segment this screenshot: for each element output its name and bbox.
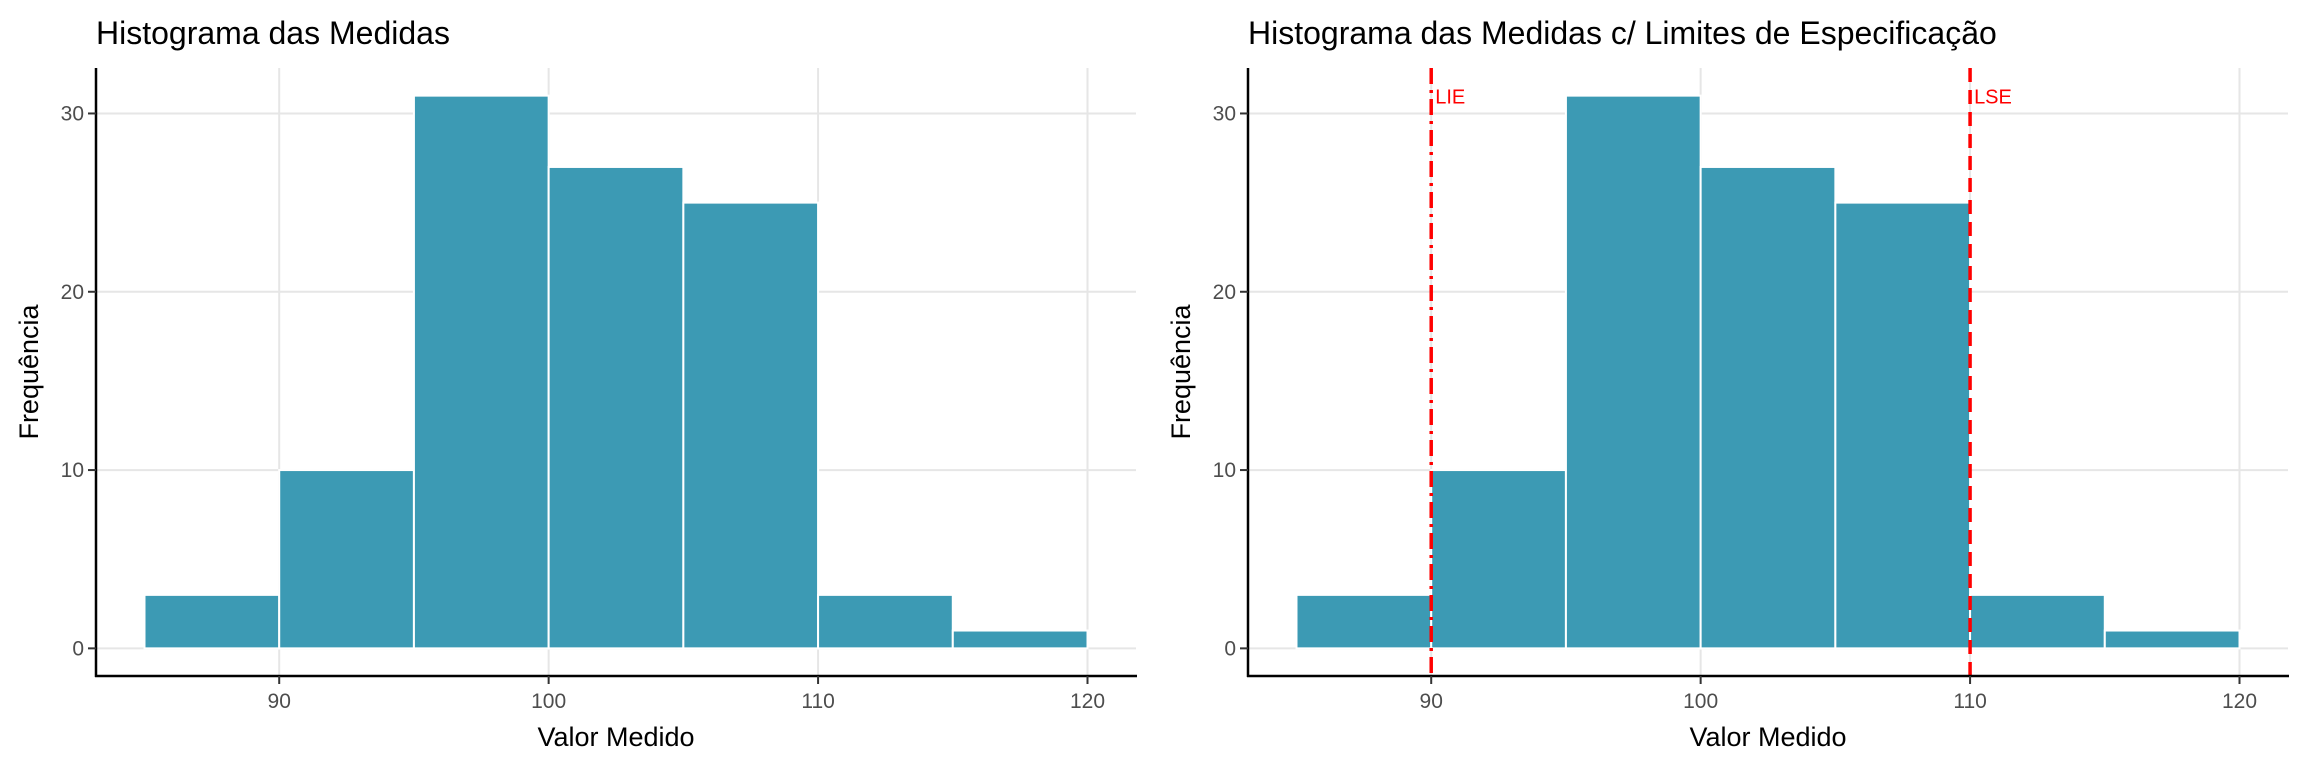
histogram-bar — [547, 165, 685, 650]
histogram-bar — [1834, 201, 1972, 650]
histogram-panel-2: Histograma das Medidas c/ Limites de Esp… — [1166, 15, 2289, 752]
bars-2 — [1295, 94, 2241, 650]
histogram-bar — [1699, 165, 1837, 650]
y-tick-label: 30 — [1213, 102, 1236, 125]
x-tick-label: 110 — [1953, 690, 1986, 713]
histogram-bar — [278, 469, 415, 650]
y-axis-title-2: Frequência — [1166, 303, 1196, 439]
x-tick-label: 90 — [1420, 690, 1443, 713]
y-tick-label: 0 — [72, 637, 84, 660]
histogram-panel-1: Histograma das Medidas 0 10 20 30 90 100 110 1… — [14, 15, 1137, 752]
bars-1 — [143, 94, 1089, 650]
histogram-bar — [1295, 593, 1433, 650]
histogram-bar — [412, 94, 550, 650]
y-tick-label: 20 — [1213, 281, 1236, 304]
x-axis-ticks-2: 90 100 110 120 — [1420, 676, 2257, 713]
x-tick-label: 120 — [2222, 690, 2257, 713]
y-tick-label: 20 — [61, 281, 84, 304]
chart-title-1: Histograma das Medidas — [96, 15, 450, 51]
x-axis-title-1: Valor Medido — [537, 722, 694, 752]
y-tick-label: 10 — [1213, 459, 1236, 482]
histogram-bar — [951, 629, 1089, 650]
histogram-bar — [817, 593, 954, 650]
histogram-bar — [1430, 469, 1567, 650]
x-tick-label: 120 — [1070, 690, 1105, 713]
y-axis-title-1: Frequência — [14, 303, 44, 439]
reference-lines-2: LIE LSE — [1429, 68, 2012, 676]
x-axis-title-2: Valor Medido — [1689, 722, 1846, 752]
spec-limit-label: LSE — [1974, 86, 2012, 108]
y-axis-ticks-2: 0 10 20 30 — [1213, 102, 1248, 660]
x-tick-label: 110 — [801, 690, 834, 713]
histogram-bar — [682, 201, 820, 650]
x-tick-label: 100 — [531, 690, 566, 713]
spec-limit-label: LIE — [1435, 86, 1465, 108]
x-tick-label: 90 — [268, 690, 291, 713]
x-axis-ticks-1: 90 100 110 120 — [268, 676, 1105, 713]
x-tick-label: 100 — [1683, 690, 1718, 713]
histogram-bar — [1969, 593, 2106, 650]
y-axis-ticks-1: 0 10 20 30 — [61, 102, 96, 660]
y-tick-label: 0 — [1224, 637, 1236, 660]
histogram-bar — [143, 593, 281, 650]
y-tick-label: 30 — [61, 102, 84, 125]
y-tick-label: 10 — [61, 459, 84, 482]
chart-title-2: Histograma das Medidas c/ Limites de Esp… — [1248, 15, 1997, 51]
histogram-bar — [1564, 94, 1702, 650]
histogram-bar — [2103, 629, 2241, 650]
